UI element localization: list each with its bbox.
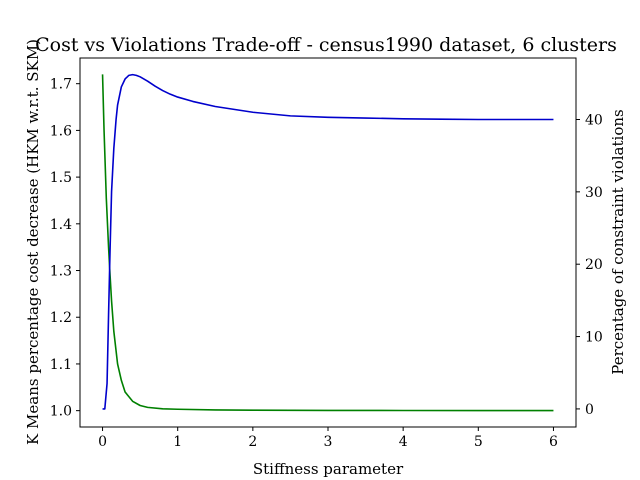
left-y-tick-label: 1.0 — [50, 404, 72, 420]
cost-series-line — [101, 74, 554, 412]
x-axis-ticks: 0 1 2 3 4 5 6 — [98, 427, 558, 450]
x-tick-label: 2 — [248, 434, 257, 450]
left-y-axis-label: K Means percentage cost decrease (HKM w.… — [24, 39, 42, 445]
chart-title: Cost vs Violations Trade-off - census199… — [35, 34, 617, 56]
right-y-tick-label: 40 — [585, 113, 603, 129]
x-tick-label: 5 — [474, 434, 483, 450]
left-y-tick-label: 1.2 — [50, 310, 72, 326]
x-tick-label: 3 — [324, 434, 333, 450]
left-y-axis-ticks: 1.0 1.1 1.2 1.3 1.4 1.5 1.6 1.7 — [50, 77, 80, 420]
right-y-tick-label: 0 — [585, 402, 594, 418]
x-tick-label: 1 — [173, 434, 182, 450]
left-y-tick-label: 1.4 — [50, 217, 72, 233]
left-y-tick-label: 1.3 — [50, 264, 72, 280]
right-y-axis-label: Percentage of constraint violations — [609, 109, 627, 374]
plot-lines — [101, 73, 554, 412]
left-y-tick-label: 1.7 — [50, 77, 72, 93]
right-y-tick-label: 10 — [585, 330, 603, 346]
right-y-axis-ticks: 0 10 20 30 40 — [576, 113, 603, 418]
x-tick-label: 6 — [549, 434, 558, 450]
right-y-tick-label: 30 — [585, 185, 603, 201]
left-y-tick-label: 1.6 — [50, 123, 72, 139]
x-axis-label: Stiffness parameter — [253, 460, 404, 478]
x-tick-label: 0 — [98, 434, 107, 450]
violations-series-line — [102, 73, 554, 410]
left-y-tick-label: 1.5 — [50, 170, 72, 186]
right-y-tick-label: 20 — [585, 257, 603, 273]
x-tick-label: 4 — [399, 434, 408, 450]
left-y-tick-label: 1.1 — [50, 357, 72, 373]
